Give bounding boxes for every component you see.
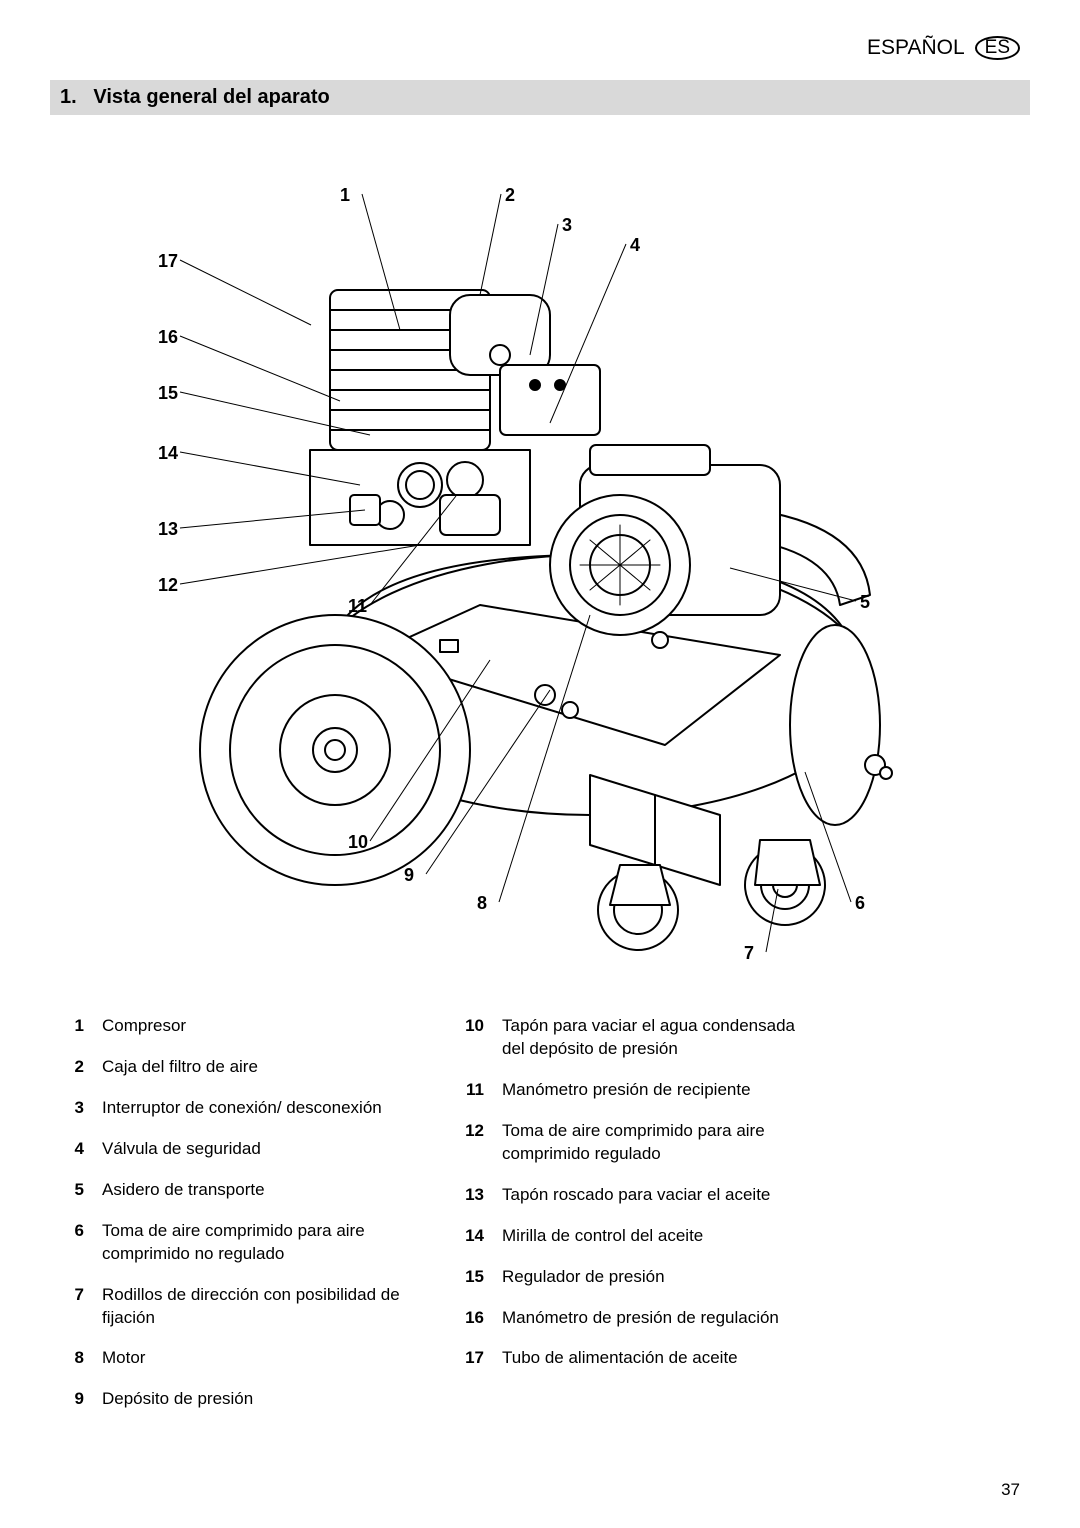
- diagram-area: 1234171615141312115109867: [50, 135, 1030, 1005]
- list-item-number: 1: [60, 1015, 84, 1038]
- section-number: 1.: [60, 86, 77, 108]
- list-item-number: 7: [60, 1284, 84, 1330]
- callout-5: 5: [860, 592, 870, 613]
- list-item-number: 14: [460, 1225, 484, 1248]
- list-item-text: Manómetro presión de recipiente: [502, 1079, 800, 1102]
- callout-10: 10: [348, 832, 368, 853]
- callout-13: 13: [158, 519, 178, 540]
- list-item-number: 17: [460, 1347, 484, 1370]
- list-item: 1 Compresor: [60, 1015, 400, 1038]
- list-item-number: 3: [60, 1097, 84, 1120]
- callout-9: 9: [404, 865, 414, 886]
- callout-12: 12: [158, 575, 178, 596]
- parts-list-col-2: 10 Tapón para vaciar el agua condensada d…: [460, 1015, 800, 1429]
- list-item-number: 15: [460, 1266, 484, 1289]
- list-item: 4 Válvula de seguridad: [60, 1138, 400, 1161]
- list-item: 2 Caja del filtro de aire: [60, 1056, 400, 1079]
- compressor-diagram: [160, 185, 960, 975]
- list-item-number: 9: [60, 1388, 84, 1411]
- list-item-text: Compresor: [102, 1015, 400, 1038]
- parts-lists: 1 Compresor 2 Caja del filtro de aire 3 Inter…: [50, 1015, 1030, 1429]
- callout-7: 7: [744, 943, 754, 964]
- list-item-text: Motor: [102, 1347, 400, 1370]
- callout-3: 3: [562, 215, 572, 236]
- list-item: 16 Manómetro de presión de regulación: [460, 1307, 800, 1330]
- list-item-text: Interruptor de conexión/ desconexión: [102, 1097, 400, 1120]
- list-item-text: Asidero de transporte: [102, 1179, 400, 1202]
- callout-17: 17: [158, 251, 178, 272]
- list-item: 6 Toma de aire comprimido para aire compr…: [60, 1220, 400, 1266]
- language-code-badge: ES: [975, 36, 1020, 60]
- page-number: 37: [1001, 1480, 1020, 1500]
- list-item-text: Tubo de alimentación de aceite: [502, 1347, 800, 1370]
- list-item-number: 11: [460, 1079, 484, 1102]
- list-item-number: 5: [60, 1179, 84, 1202]
- list-item: 11 Manómetro presión de recipiente: [460, 1079, 800, 1102]
- list-item: 5 Asidero de transporte: [60, 1179, 400, 1202]
- section-title: Vista general del aparato: [93, 86, 329, 108]
- callout-11: 11: [348, 596, 367, 617]
- list-item: 8 Motor: [60, 1347, 400, 1370]
- list-item-number: 16: [460, 1307, 484, 1330]
- callout-4: 4: [630, 235, 640, 256]
- list-item: 9 Depósito de presión: [60, 1388, 400, 1411]
- list-item-number: 12: [460, 1120, 484, 1166]
- list-item-text: Regulador de presión: [502, 1266, 800, 1289]
- list-item-number: 4: [60, 1138, 84, 1161]
- list-item: 10 Tapón para vaciar el agua condensada d…: [460, 1015, 800, 1061]
- list-item-text: Manómetro de presión de regulación: [502, 1307, 800, 1330]
- list-item-text: Rodillos de dirección con posibilidad de…: [102, 1284, 400, 1330]
- list-item: 3 Interruptor de conexión/ desconexión: [60, 1097, 400, 1120]
- list-item-text: Toma de aire comprimido para aire compri…: [102, 1220, 400, 1266]
- language-label: ESPAÑOL: [867, 36, 965, 60]
- callout-1: 1: [340, 185, 350, 206]
- list-item-number: 6: [60, 1220, 84, 1266]
- list-item-text: Depósito de presión: [102, 1388, 400, 1411]
- language-header: ESPAÑOL ES: [867, 36, 1020, 60]
- callout-14: 14: [158, 443, 178, 464]
- list-item: 7 Rodillos de dirección con posibilidad d…: [60, 1284, 400, 1330]
- section-heading: 1. Vista general del aparato: [50, 80, 1030, 115]
- list-item-text: Tapón para vaciar el agua condensada del…: [502, 1015, 800, 1061]
- list-item-text: Tapón roscado para vaciar el aceite: [502, 1184, 800, 1207]
- callout-16: 16: [158, 327, 178, 348]
- list-item: 13 Tapón roscado para vaciar el aceite: [460, 1184, 800, 1207]
- list-item-number: 10: [460, 1015, 484, 1061]
- list-item: 12 Toma de aire comprimido para aire comp…: [460, 1120, 800, 1166]
- list-item-number: 13: [460, 1184, 484, 1207]
- callout-2: 2: [505, 185, 515, 206]
- list-item: 15 Regulador de presión: [460, 1266, 800, 1289]
- list-item-number: 8: [60, 1347, 84, 1370]
- callout-15: 15: [158, 383, 178, 404]
- list-item: 14 Mirilla de control del aceite: [460, 1225, 800, 1248]
- parts-list-col-1: 1 Compresor 2 Caja del filtro de aire 3 Inter…: [60, 1015, 400, 1429]
- list-item-number: 2: [60, 1056, 84, 1079]
- callout-6: 6: [855, 893, 865, 914]
- list-item-text: Válvula de seguridad: [102, 1138, 400, 1161]
- list-item: 17 Tubo de alimentación de aceite: [460, 1347, 800, 1370]
- list-item-text: Mirilla de control del aceite: [502, 1225, 800, 1248]
- callout-8: 8: [477, 893, 487, 914]
- list-item-text: Caja del filtro de aire: [102, 1056, 400, 1079]
- list-item-text: Toma de aire comprimido para aire compri…: [502, 1120, 800, 1166]
